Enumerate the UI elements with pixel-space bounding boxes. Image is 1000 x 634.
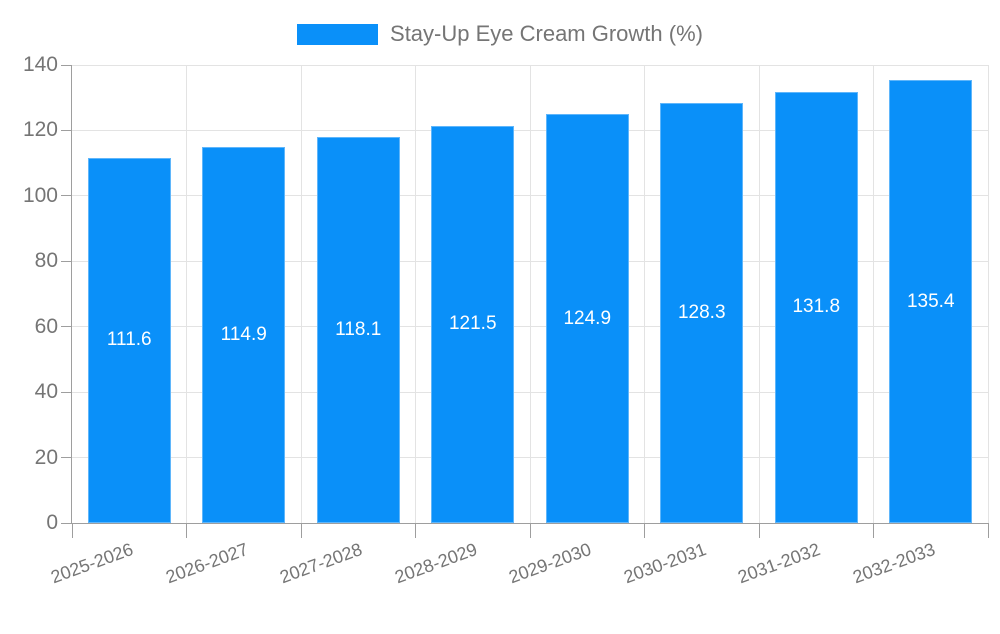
- x-axis-tick: [71, 523, 73, 538]
- bar-2032-2033[interactable]: 135.4: [889, 80, 973, 523]
- gridline-vertical: [873, 65, 874, 523]
- y-axis-tick: [61, 326, 71, 328]
- y-axis-tick-label: 40: [34, 380, 58, 404]
- bar-value-label: 118.1: [335, 318, 382, 340]
- x-axis-tick: [300, 523, 302, 538]
- y-axis-tick: [61, 260, 71, 262]
- x-axis-label: 2031-2032: [735, 539, 824, 588]
- bar-value-label: 128.3: [677, 302, 726, 324]
- bar-2025-2026[interactable]: 111.6: [87, 157, 171, 523]
- gridline-vertical: [415, 65, 416, 523]
- x-axis-tick: [873, 523, 874, 538]
- plot-area: 0 20 40 60 80 100 120 140 111.6 2025-2026 114.9 202…: [23, 53, 989, 587]
- bar-chart: Stay-Up Eye Cream Growth (%) 0 20 40 60 80 10…: [0, 20, 1000, 587]
- bar-2028-2029[interactable]: 121.5: [431, 125, 515, 523]
- y-axis-tick: [61, 522, 71, 524]
- y-axis-line: [71, 65, 72, 523]
- x-axis-label: 2032-2033: [849, 539, 938, 588]
- y-axis-tick: [61, 391, 71, 393]
- gridline-vertical: [300, 65, 302, 523]
- x-axis-tick: [186, 523, 187, 538]
- y-axis-tick-label: 80: [34, 249, 58, 273]
- gridline-vertical: [987, 65, 989, 523]
- x-axis-label: 2028-2029: [391, 539, 480, 588]
- bar-2030-2031[interactable]: 128.3: [660, 103, 744, 523]
- x-axis-tick: [987, 523, 989, 538]
- bar-value-label: 124.9: [563, 307, 612, 329]
- x-axis-tick: [758, 523, 760, 538]
- bar-value-label: 121.5: [448, 313, 497, 335]
- y-axis-tick-label: 60: [34, 314, 58, 338]
- gridline-vertical: [758, 65, 760, 523]
- y-axis-tick-label: 120: [22, 118, 58, 142]
- bar-2026-2027[interactable]: 114.9: [202, 147, 286, 523]
- bar-2029-2030[interactable]: 124.9: [545, 114, 629, 523]
- legend-label: Stay-Up Eye Cream Growth (%): [390, 21, 703, 46]
- y-axis-tick: [61, 129, 71, 131]
- y-axis-tick: [61, 457, 71, 459]
- gridline-vertical: [644, 65, 645, 523]
- bar-value-label: 114.9: [220, 324, 267, 346]
- gridline-vertical: [529, 65, 531, 523]
- legend[interactable]: Stay-Up Eye Cream Growth (%): [0, 20, 1000, 48]
- y-axis-tick-label: 20: [34, 445, 58, 469]
- x-axis-label: 2029-2030: [506, 539, 595, 588]
- y-axis-tick: [61, 195, 71, 197]
- x-axis-label: 2030-2031: [620, 539, 709, 588]
- bar-value-label: 111.6: [106, 329, 152, 351]
- bar-2031-2032[interactable]: 131.8: [774, 91, 858, 523]
- y-axis-tick-label: 140: [22, 53, 58, 76]
- x-axis-tick: [644, 523, 645, 538]
- bar-value-label: 135.4: [906, 290, 955, 312]
- gridline-vertical: [186, 65, 187, 523]
- bar-value-label: 131.8: [792, 296, 841, 318]
- bar-2027-2028[interactable]: 118.1: [316, 136, 400, 523]
- x-axis-tick: [415, 523, 416, 538]
- x-axis-label: 2027-2028: [277, 539, 366, 588]
- x-axis-label: 2026-2027: [162, 539, 251, 588]
- legend-swatch: [297, 23, 379, 45]
- y-axis-tick-label: 0: [46, 511, 58, 534]
- x-axis-tick: [529, 523, 531, 538]
- y-axis-tick-label: 100: [22, 183, 58, 207]
- y-axis-tick: [61, 64, 71, 66]
